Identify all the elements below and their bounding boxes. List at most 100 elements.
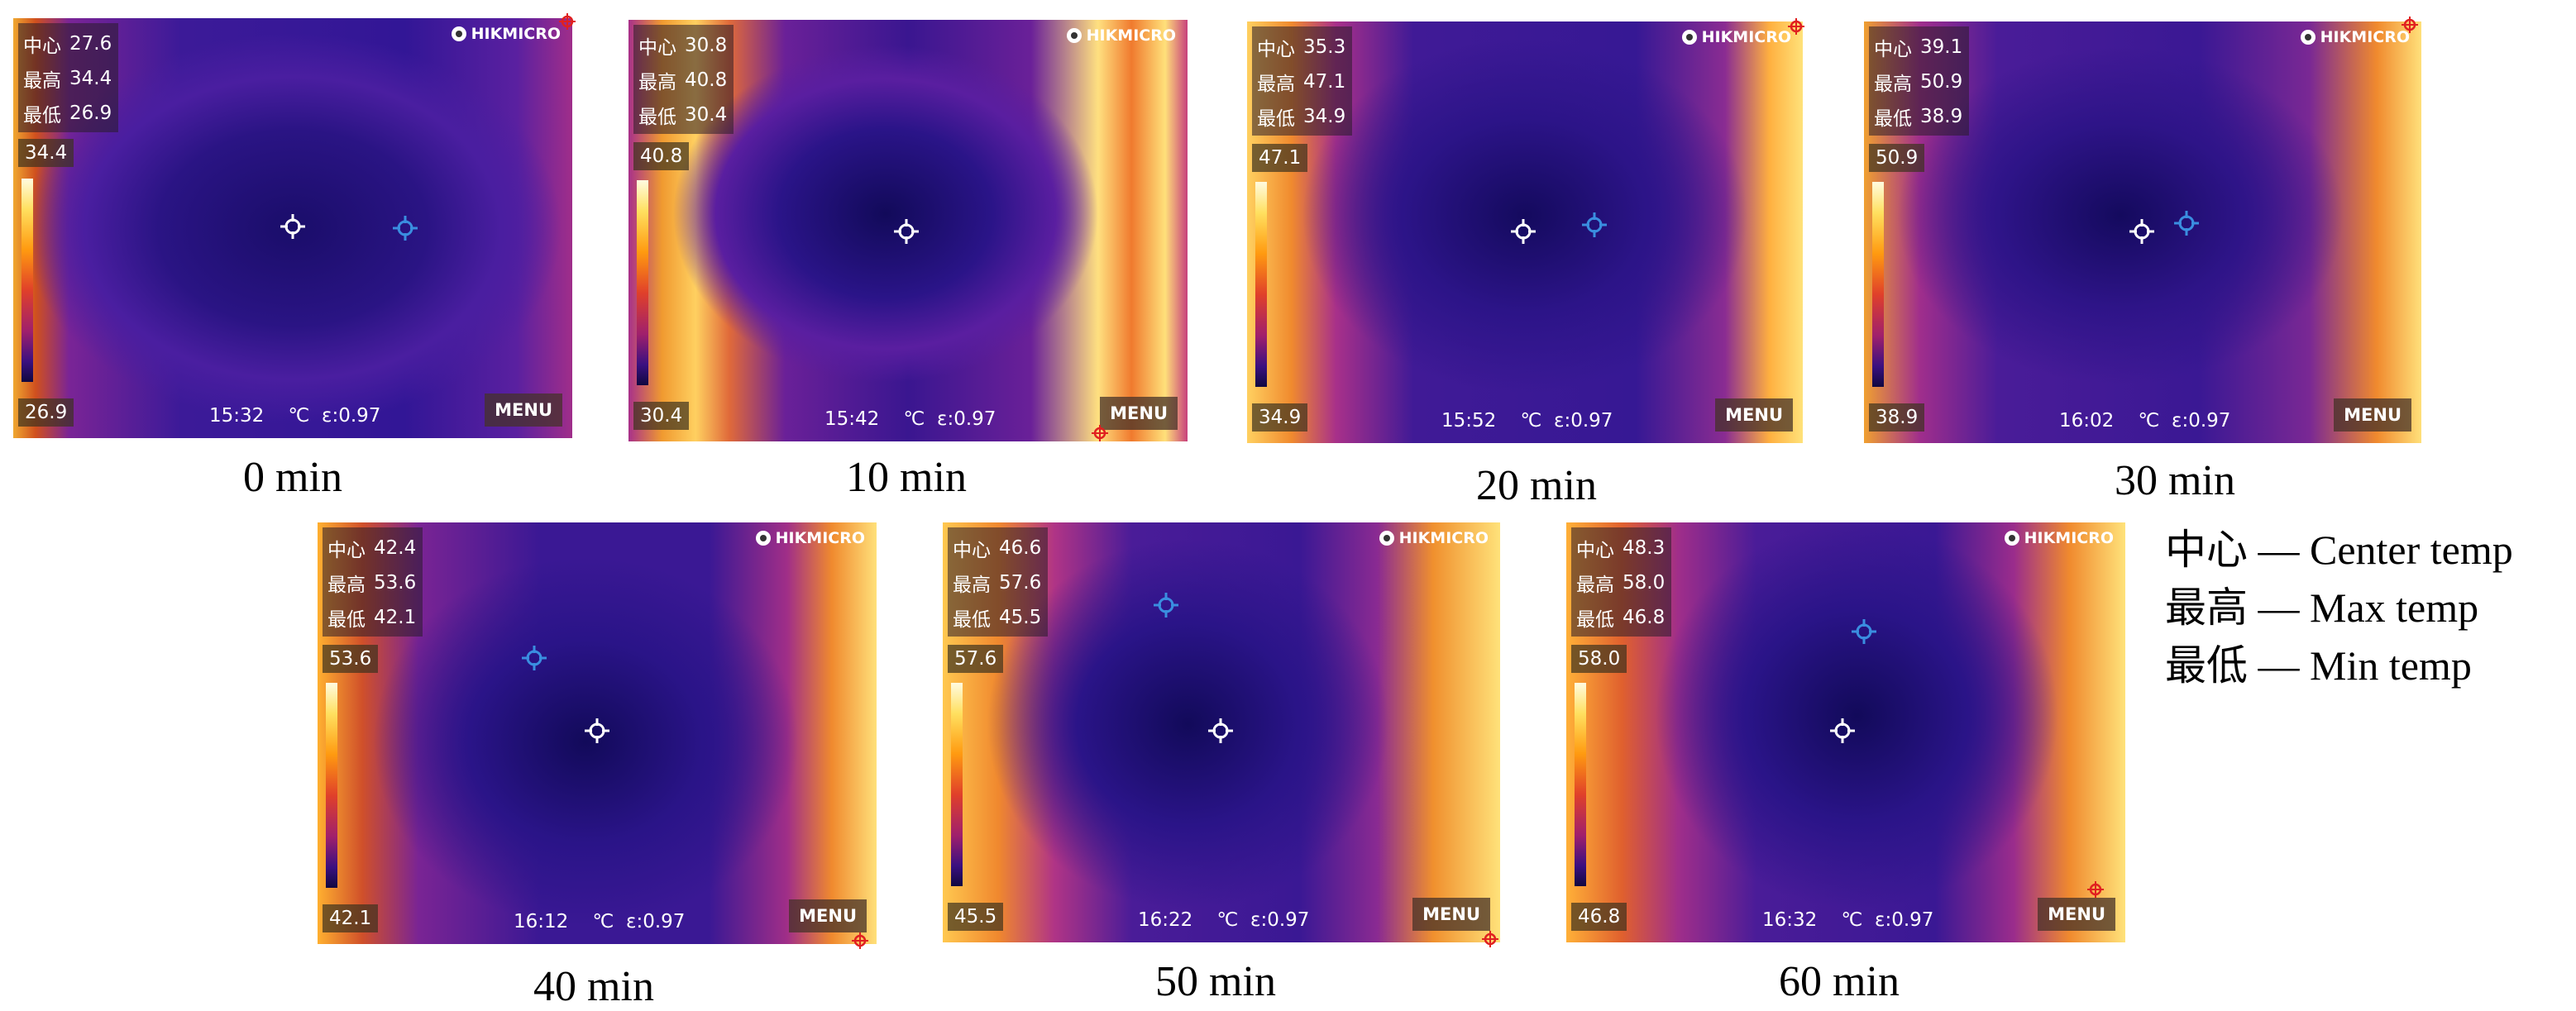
stat-label-max: 最高 bbox=[1576, 575, 1614, 596]
status-footer: 16:32 ℃ ε:0.97 bbox=[1762, 909, 1933, 931]
stat-value-min: 46.8 bbox=[1623, 607, 1666, 628]
time-caption: 60 min bbox=[1779, 958, 1900, 1005]
temperature-stats: 中心 35.3 最高 47.1 最低 34.9 bbox=[1252, 26, 1353, 136]
menu-button[interactable]: MENU bbox=[1412, 898, 1490, 931]
emissivity-value: ε:0.97 bbox=[2172, 410, 2231, 432]
hikmicro-logo-icon bbox=[1681, 30, 1697, 45]
temperature-stats: 中心 30.8 最高 40.8 最低 30.4 bbox=[633, 25, 734, 134]
stat-label-min: 最低 bbox=[1874, 108, 1912, 130]
thermal-image: 中心 48.3 最高 58.0 最低 46.8 58.0 46.8 HIKMICRO … bbox=[1566, 522, 2125, 942]
time-caption: 20 min bbox=[1476, 462, 1597, 509]
brand-name: HIKMICRO bbox=[775, 529, 865, 547]
color-scale-bar bbox=[637, 180, 648, 385]
stat-label-min: 最低 bbox=[638, 107, 676, 128]
thermal-image: 中心 30.8 最高 40.8 最低 30.4 40.8 30.4 HIKMICRO … bbox=[628, 20, 1188, 441]
scale-bottom-value: 42.1 bbox=[323, 904, 379, 932]
capture-time: 15:52 bbox=[1441, 410, 1497, 432]
menu-button[interactable]: MENU bbox=[2334, 398, 2411, 432]
brand-logo: HIKMICRO bbox=[451, 25, 561, 43]
stat-value-max: 40.8 bbox=[685, 69, 728, 91]
color-scale-bar bbox=[1255, 182, 1267, 387]
menu-button[interactable]: MENU bbox=[1100, 397, 1178, 430]
brand-logo: HIKMICRO bbox=[1379, 529, 1489, 547]
emissivity-value: ε:0.97 bbox=[1250, 909, 1310, 931]
time-caption: 0 min bbox=[243, 454, 342, 501]
color-scale-bar bbox=[1575, 683, 1586, 886]
max-point-marker-icon bbox=[852, 932, 868, 949]
max-point-marker-icon bbox=[1092, 425, 1108, 441]
brand-name: HIKMICRO bbox=[2320, 28, 2410, 46]
brand-logo: HIKMICRO bbox=[2004, 529, 2114, 547]
scale-bottom-value: 34.9 bbox=[1252, 403, 1308, 432]
center-crosshair-icon bbox=[2129, 219, 2154, 244]
stat-label-center: 中心 bbox=[1576, 540, 1614, 561]
capture-time: 16:12 bbox=[514, 911, 569, 932]
stat-label-center: 中心 bbox=[327, 540, 366, 561]
stat-label-max: 最高 bbox=[23, 70, 61, 92]
stat-value-max: 57.6 bbox=[999, 572, 1042, 594]
stat-label-max: 最高 bbox=[1257, 74, 1295, 95]
scale-top-value: 58.0 bbox=[1571, 645, 1627, 673]
capture-time: 16:32 bbox=[1762, 909, 1818, 931]
stat-value-center: 27.6 bbox=[69, 33, 112, 55]
emissivity-value: ε:0.97 bbox=[937, 408, 996, 430]
brand-logo: HIKMICRO bbox=[1066, 26, 1176, 45]
capture-time: 15:32 bbox=[209, 405, 265, 427]
stat-label-min: 最低 bbox=[1257, 108, 1295, 130]
thermal-image: 中心 42.4 最高 53.6 最低 42.1 53.6 42.1 HIKMICRO … bbox=[318, 522, 877, 944]
max-point-marker-icon bbox=[559, 13, 576, 30]
temperature-unit: ℃ bbox=[1216, 909, 1239, 931]
status-footer: 15:52 ℃ ε:0.97 bbox=[1441, 410, 1613, 432]
max-point-marker-icon bbox=[1788, 18, 1804, 35]
emissivity-value: ε:0.97 bbox=[1875, 909, 1934, 931]
max-point-marker-icon bbox=[2402, 17, 2418, 33]
color-scale-bar bbox=[1872, 182, 1884, 387]
stat-label-min: 最低 bbox=[953, 609, 991, 631]
stat-label-center: 中心 bbox=[1257, 39, 1295, 60]
scale-top-value: 57.6 bbox=[948, 645, 1004, 673]
spot-crosshair-icon bbox=[2174, 211, 2199, 236]
menu-button[interactable]: MENU bbox=[485, 393, 562, 427]
temperature-stats: 中心 39.1 最高 50.9 最低 38.9 bbox=[1869, 26, 1970, 136]
brand-name: HIKMICRO bbox=[1398, 529, 1489, 547]
temperature-stats: 中心 42.4 最高 53.6 最低 42.1 bbox=[323, 527, 423, 637]
scale-top-value: 53.6 bbox=[323, 645, 379, 673]
thermal-image: 中心 46.6 最高 57.6 最低 45.5 57.6 45.5 HIKMICRO … bbox=[943, 522, 1500, 942]
temperature-stats: 中心 48.3 最高 58.0 最低 46.8 bbox=[1571, 527, 1672, 637]
menu-button[interactable]: MENU bbox=[2038, 898, 2115, 931]
stat-value-min: 30.4 bbox=[685, 104, 728, 126]
time-caption: 40 min bbox=[533, 963, 654, 1010]
color-scale-bar bbox=[951, 683, 963, 886]
color-scale-bar bbox=[326, 683, 337, 888]
spot-crosshair-icon bbox=[522, 646, 547, 670]
scale-bottom-value: 45.5 bbox=[948, 903, 1004, 931]
capture-time: 16:02 bbox=[2059, 410, 2115, 432]
menu-button[interactable]: MENU bbox=[1715, 398, 1793, 432]
scale-top-value: 50.9 bbox=[1869, 144, 1925, 172]
stat-value-center: 42.4 bbox=[374, 537, 417, 559]
capture-time: 15:42 bbox=[824, 408, 880, 430]
spot-crosshair-icon bbox=[1852, 619, 1876, 644]
emissivity-value: ε:0.97 bbox=[322, 405, 381, 427]
stat-label-min: 最低 bbox=[327, 609, 366, 631]
brand-name: HIKMICRO bbox=[2024, 529, 2114, 547]
hikmicro-logo-icon bbox=[1379, 531, 1394, 546]
hikmicro-logo-icon bbox=[2004, 531, 2019, 546]
stat-value-max: 50.9 bbox=[1920, 71, 1963, 93]
max-point-marker-icon bbox=[2087, 881, 2104, 898]
hikmicro-logo-icon bbox=[2300, 30, 2316, 45]
brand-name: HIKMICRO bbox=[471, 25, 561, 43]
scale-bottom-value: 26.9 bbox=[18, 398, 74, 427]
center-crosshair-icon bbox=[1830, 718, 1855, 743]
stat-value-center: 48.3 bbox=[1623, 537, 1666, 559]
menu-button[interactable]: MENU bbox=[789, 899, 867, 932]
stat-value-max: 53.6 bbox=[374, 572, 417, 594]
time-caption: 10 min bbox=[846, 454, 967, 501]
center-crosshair-icon bbox=[585, 718, 609, 743]
temperature-unit: ℃ bbox=[1520, 410, 1542, 432]
temperature-unit: ℃ bbox=[903, 408, 925, 430]
thermal-image: 中心 27.6 最高 34.4 最低 26.9 34.4 26.9 HIKMICRO … bbox=[13, 18, 572, 438]
color-scale-bar bbox=[22, 179, 33, 382]
emissivity-value: ε:0.97 bbox=[626, 911, 686, 932]
stat-label-center: 中心 bbox=[638, 37, 676, 59]
